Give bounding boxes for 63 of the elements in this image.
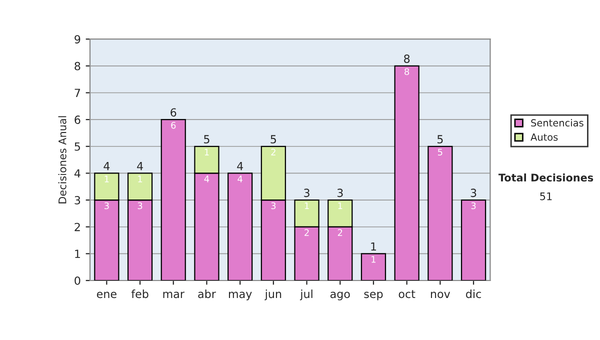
data-label: 1 xyxy=(338,202,342,210)
y-tick-label: 1 xyxy=(75,250,80,258)
x-tick-label: may xyxy=(228,292,252,300)
x-tick-label: oct xyxy=(398,290,416,298)
total-label: 5 xyxy=(204,135,210,144)
x-tick-label: nov xyxy=(430,292,450,298)
data-label: 5 xyxy=(438,148,442,156)
y-tick-label: 2 xyxy=(74,222,80,232)
y-tick-label: 6 xyxy=(74,116,80,124)
bar xyxy=(360,253,386,280)
total-label: 3 xyxy=(337,188,343,198)
total-label: 4 xyxy=(104,162,110,170)
y-tick-label: 0 xyxy=(74,276,80,285)
data-label: 3 xyxy=(104,202,109,210)
data-label: 3 xyxy=(471,202,476,210)
x-tick-label: dic xyxy=(466,290,481,298)
x-tick-label: jun xyxy=(264,290,282,300)
y-tick-label: 8 xyxy=(74,62,80,70)
bar xyxy=(228,172,253,280)
total-label: 4 xyxy=(137,162,143,170)
data-label: 4 xyxy=(238,176,242,182)
x-tick-label: sep xyxy=(364,292,383,300)
legend-label: Autos xyxy=(530,134,558,141)
data-label: 8 xyxy=(404,68,410,76)
total-label: 8 xyxy=(404,54,410,63)
total-label: 3 xyxy=(304,188,310,198)
text: Total Decisiones xyxy=(498,173,594,182)
y-tick-label: 9 xyxy=(74,35,80,44)
total-label: 6 xyxy=(170,108,176,117)
total-label: 5 xyxy=(438,135,443,144)
data-label: 4 xyxy=(204,176,210,182)
x-tick-label: feb xyxy=(131,290,148,298)
bar xyxy=(428,146,453,280)
data-label: 1 xyxy=(104,176,109,182)
bar xyxy=(460,199,486,280)
legend-label: Sentencias xyxy=(531,118,584,127)
data-label: 1 xyxy=(372,256,376,263)
data-label: 2 xyxy=(271,148,276,156)
x-tick-label: abr xyxy=(198,290,216,298)
x-tick-label: jul xyxy=(300,290,312,300)
data-label: 1 xyxy=(204,148,209,156)
total-label: 5 xyxy=(270,135,276,144)
data-label: 2 xyxy=(304,229,309,236)
bar xyxy=(394,65,420,280)
data-label: 1 xyxy=(138,176,142,182)
data-label: 1 xyxy=(304,202,309,210)
y-tick-label: 3 xyxy=(74,196,80,204)
y-tick-label: 7 xyxy=(74,88,80,97)
y-axis-title: Decisiones Anual xyxy=(58,116,66,204)
total-label: 3 xyxy=(470,188,476,198)
total-label: 1 xyxy=(371,242,376,251)
x-tick-label: ene xyxy=(96,292,116,298)
data-label: 6 xyxy=(171,122,176,129)
x-tick-label: mar xyxy=(163,292,184,298)
x-tick-label: ago xyxy=(330,292,350,300)
data-label: 3 xyxy=(138,202,142,210)
total-label: 4 xyxy=(237,162,243,170)
y-tick-label: 5 xyxy=(74,142,80,151)
data-label: 3 xyxy=(271,202,276,210)
data-label: 2 xyxy=(338,229,342,236)
y-tick-label: 4 xyxy=(74,169,80,178)
text: 51 xyxy=(540,192,552,200)
bar xyxy=(160,119,186,280)
